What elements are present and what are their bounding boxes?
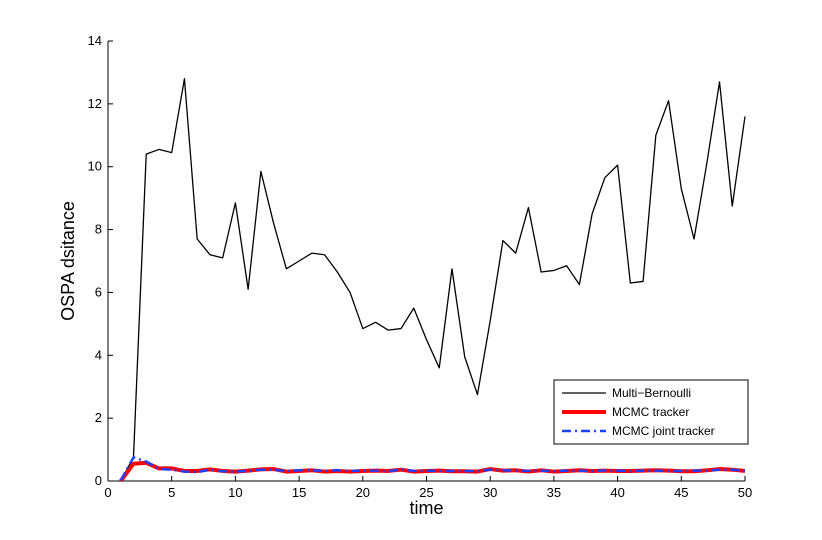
x-tick-label: 5 — [168, 485, 175, 500]
y-tick-label: 10 — [88, 159, 102, 174]
x-tick-label: 30 — [483, 485, 497, 500]
axes: 0 5 10 15 20 25 30 35 40 45 50 0 2 4 6 8 10 12 14 — [88, 33, 753, 500]
y-tick-label: 8 — [95, 222, 102, 237]
x-tick-label: 0 — [104, 485, 111, 500]
x-tick-label: 20 — [356, 485, 370, 500]
legend-label: MCMC joint tracker — [612, 424, 715, 438]
x-tick-label: 10 — [228, 485, 242, 500]
y-tick-label: 6 — [95, 284, 102, 299]
legend-label: MCMC tracker — [612, 405, 689, 419]
x-tick-label: 45 — [674, 485, 688, 500]
x-tick-label: 15 — [292, 485, 306, 500]
legend-label: Multi−Bernoulli — [612, 386, 691, 400]
x-tick-label: 25 — [419, 485, 433, 500]
y-tick-label: 14 — [88, 33, 102, 48]
x-tick-label: 35 — [547, 485, 561, 500]
x-tick-label: 50 — [738, 485, 752, 500]
y-axis-title: OSPA dsitance — [58, 201, 78, 321]
x-axis-title: time — [409, 498, 443, 518]
x-tick-label: 40 — [610, 485, 624, 500]
y-tick-label: 0 — [95, 473, 102, 488]
legend: Multi−Bernoulli MCMC tracker MCMC joint tr… — [553, 379, 749, 445]
series-line-1 — [120, 78, 746, 482]
y-tick-label: 12 — [88, 96, 102, 111]
y-tick-label: 4 — [95, 347, 102, 362]
y-tick-label: 2 — [95, 410, 102, 425]
series-line-3 — [119, 456, 746, 481]
series-layer — [119, 78, 746, 483]
